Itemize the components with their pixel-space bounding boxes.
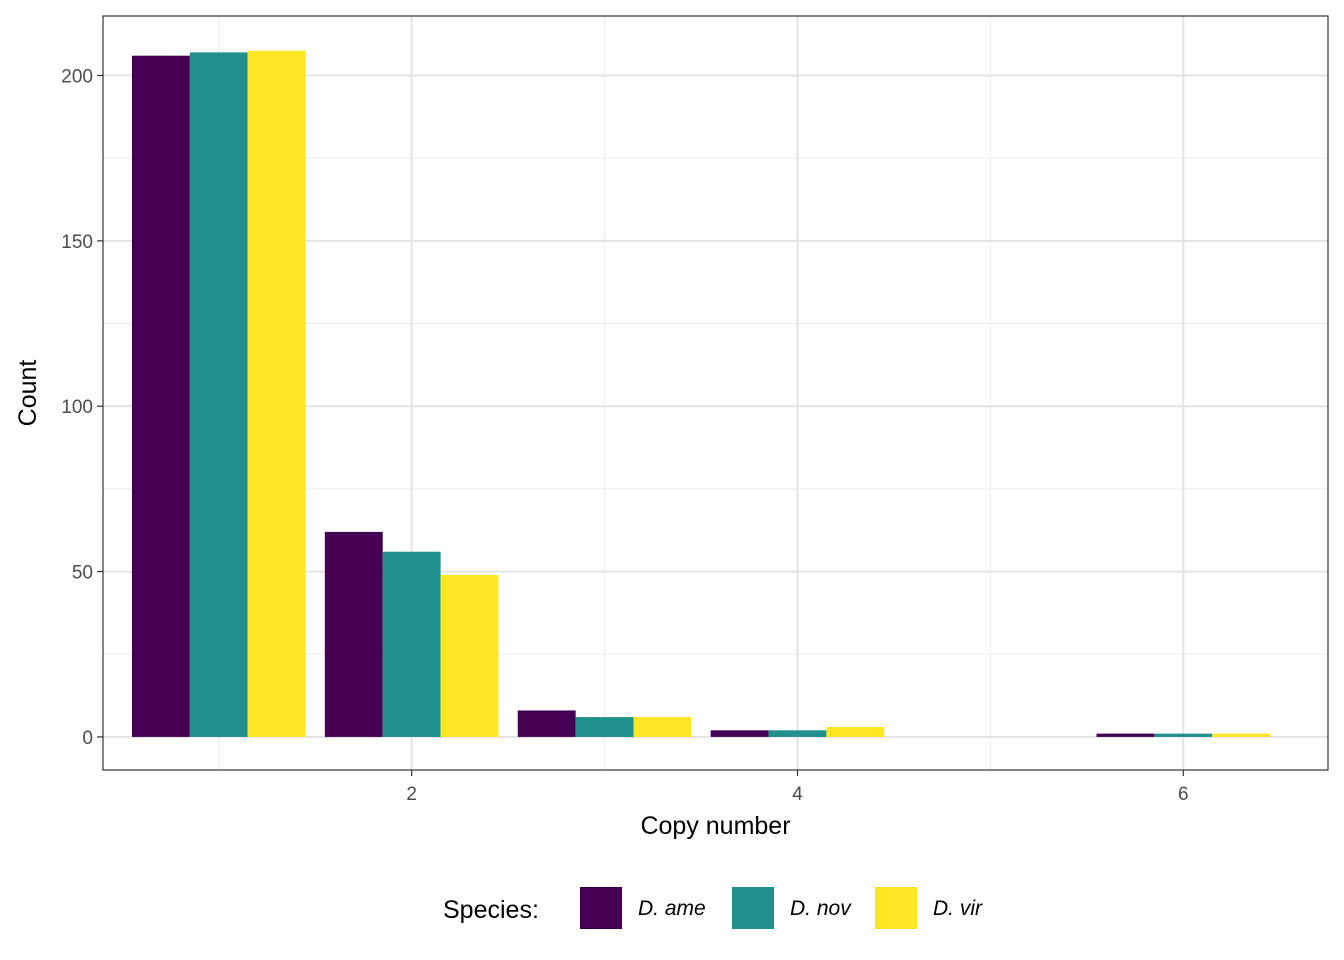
- bar: [1154, 733, 1213, 737]
- y-axis-title: Count: [14, 360, 42, 427]
- x-tick-label: 4: [792, 784, 803, 805]
- y-tick-label: 150: [61, 232, 93, 253]
- legend-label: D. ame: [638, 897, 706, 920]
- legend-key: [580, 887, 622, 929]
- bar: [517, 710, 576, 737]
- bar: [382, 551, 441, 737]
- y-tick-label: 200: [61, 67, 93, 88]
- bar: [826, 727, 885, 737]
- x-axis: 2 4 6: [406, 770, 1189, 805]
- legend-title: Species:: [443, 896, 539, 924]
- grid-major: [103, 16, 1328, 770]
- bar: [324, 531, 383, 737]
- y-tick-label: 100: [61, 397, 93, 418]
- bar: [440, 574, 499, 737]
- legend-label: D. nov: [790, 897, 852, 920]
- x-tick-label: 2: [406, 784, 417, 805]
- grid-minor: [103, 16, 1328, 770]
- bar: [710, 730, 769, 737]
- y-tick-label: 50: [72, 563, 93, 584]
- bar: [768, 730, 827, 737]
- bar: [131, 55, 190, 737]
- y-axis: 0 50 100 150 200: [61, 67, 103, 749]
- panel-border: [102, 15, 1329, 771]
- bar: [575, 717, 634, 737]
- bars: [131, 50, 1271, 737]
- bar: [247, 50, 306, 737]
- bar: [1212, 733, 1271, 737]
- x-tick-label: 6: [1178, 784, 1189, 805]
- y-tick-label: 0: [82, 728, 93, 749]
- bar: [1096, 733, 1155, 737]
- legend-key: [875, 887, 917, 929]
- bar: [633, 717, 692, 737]
- bar: [189, 52, 248, 737]
- legend-key: [732, 887, 774, 929]
- x-axis-title: Copy number: [640, 812, 790, 840]
- legend-label: D. vir: [933, 897, 983, 920]
- legend: Species: D. ame D. nov D. vir: [443, 887, 983, 929]
